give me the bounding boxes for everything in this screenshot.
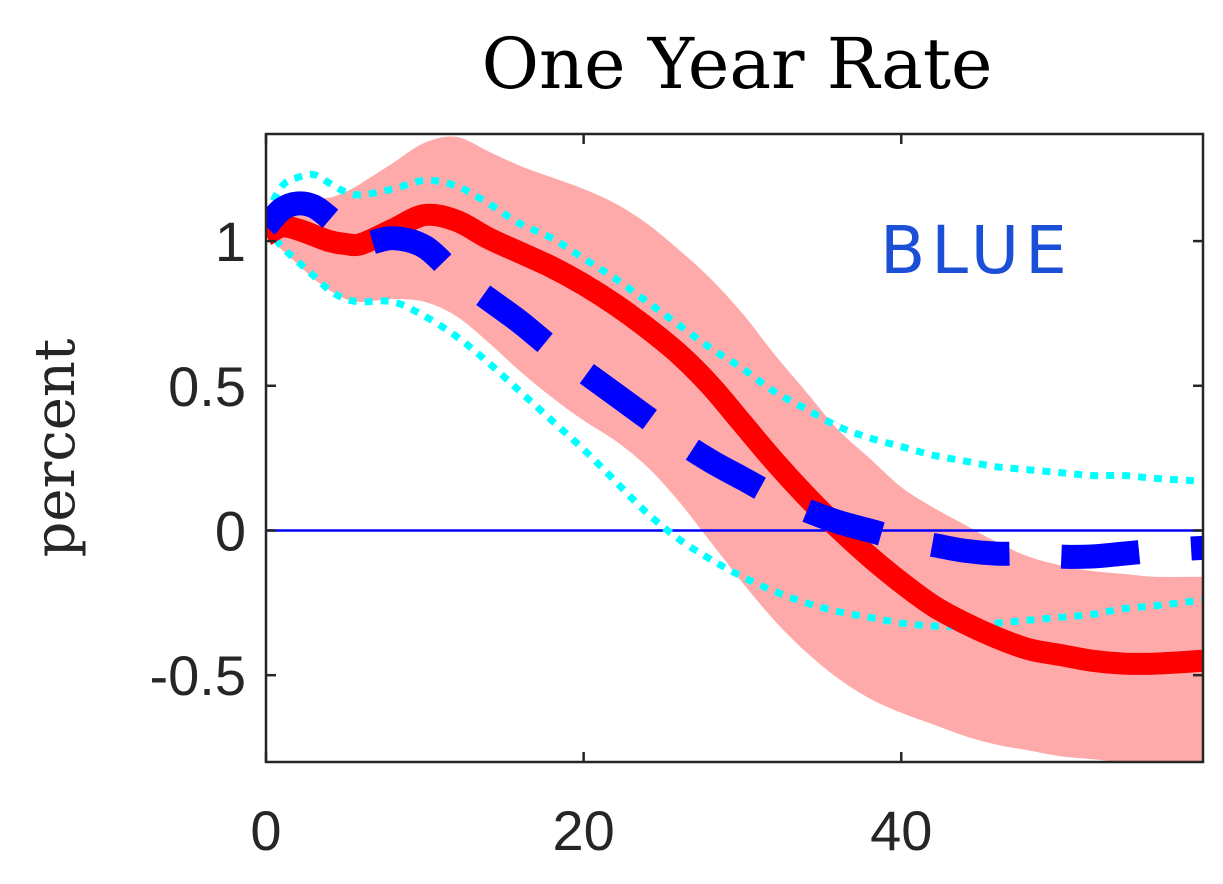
median-response-line [266, 203, 1203, 675]
tick-labels: 0 20 40 -0.5 0 0.5 1 [150, 210, 933, 862]
y-axis-label: percent [23, 338, 88, 557]
chart-title: One Year Rate [482, 23, 993, 105]
y-tick-label: 1 [215, 210, 246, 273]
y-tick-label: 0.5 [168, 355, 246, 418]
x-tick-label: 20 [552, 799, 614, 862]
x-tick-label: 40 [870, 799, 932, 862]
axes [264, 132, 1205, 764]
annotation-text: BLUE [880, 212, 1073, 289]
y-tick-label: 0 [215, 499, 246, 562]
axes-box [264, 132, 1205, 764]
y-tick-label: -0.5 [150, 644, 247, 707]
lower-bound-dotted-line [266, 224, 1203, 630]
plot-area [266, 136, 1203, 762]
x-tick-label: 0 [250, 799, 281, 862]
upper-bound-dotted-line [266, 170, 1203, 485]
